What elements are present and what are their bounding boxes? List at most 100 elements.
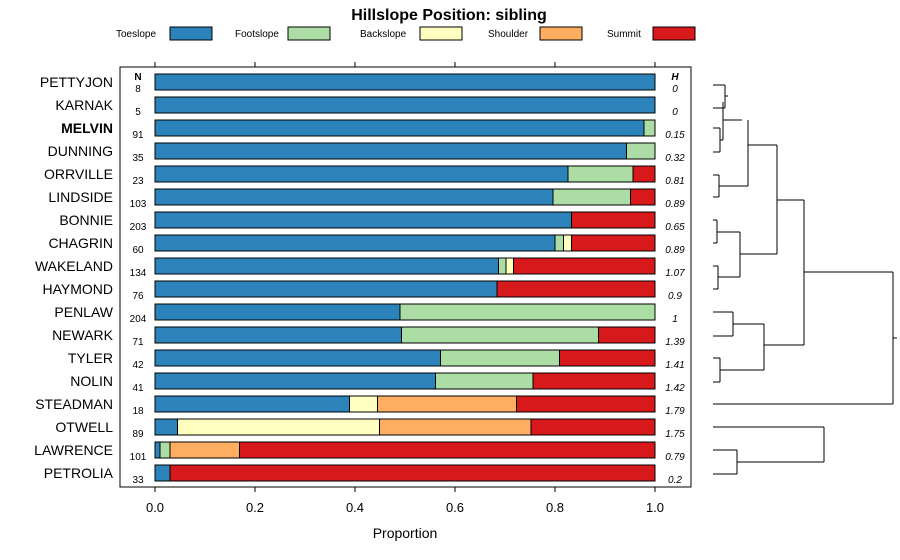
h-column-header: H [671, 72, 679, 83]
bar-segment-shoulder [169, 441, 240, 459]
bar-segment-summit [513, 257, 656, 275]
row-label: DUNNING [48, 143, 113, 159]
dendrogram-branch [739, 232, 777, 277]
legend: Toeslope Footslope Backslope Shoulder Summit [116, 26, 696, 41]
legend-swatch-toeslope [169, 26, 213, 41]
row-h-value: 0.2 [668, 475, 682, 486]
row-label: KARNAK [55, 97, 113, 113]
dendrogram-branch [713, 426, 825, 462]
dendrogram-branch [892, 272, 897, 404]
bar-row: LINDSIDE 103 0.89 [48, 188, 685, 210]
row-n-value: 71 [132, 337, 144, 348]
row-label: LAWRENCE [34, 442, 113, 458]
row-label: BONNIE [59, 212, 113, 228]
row-n-value: 5 [135, 107, 141, 118]
bar-row: PETROLIA 33 0.2 [44, 464, 682, 486]
bar-segment-toeslope [154, 326, 402, 344]
row-label: STEADMAN [35, 396, 113, 412]
bar-rows: PETTYJON 8 0 KARNAK 5 0 MELVIN 91 0.15 DUNNING 35 0… [34, 73, 685, 486]
bar-row: KARNAK 5 0 [55, 96, 678, 118]
row-h-value: 1.07 [665, 268, 685, 279]
legend-swatch-shoulder [539, 26, 583, 41]
bar-segment-shoulder [377, 395, 517, 413]
bar-segment-summit [169, 464, 656, 482]
bar-segment-toeslope [154, 280, 498, 298]
dendrogram [713, 84, 897, 475]
row-h-value: 0 [672, 84, 678, 95]
bar-row: DUNNING 35 0.32 [48, 142, 685, 164]
row-h-value: 0.79 [665, 452, 685, 463]
dendrogram-branch [713, 219, 740, 244]
row-n-value: 23 [132, 176, 144, 187]
bar-segment-toeslope [154, 441, 161, 459]
bar-segment-toeslope [154, 211, 572, 229]
bar-segment-summit [532, 372, 656, 390]
x-axis-label: Proportion [373, 525, 438, 541]
bar-row: MELVIN 91 0.15 [61, 119, 685, 141]
bar-segment-footslope [626, 142, 656, 160]
bar-row: CHAGRIN 60 0.89 [48, 234, 685, 256]
bar-segment-toeslope [154, 303, 401, 321]
x-tick-label: 0.8 [546, 500, 564, 515]
bar-row: STEADMAN 18 1.79 [35, 395, 685, 417]
dendrogram-branch [713, 84, 728, 109]
row-h-value: 0.32 [665, 153, 685, 164]
row-h-value: 1.75 [665, 429, 685, 440]
row-n-value: 204 [130, 314, 147, 325]
row-h-value: 0 [672, 107, 678, 118]
legend-label-backslope: Backslope [360, 29, 407, 40]
bar-segment-toeslope [154, 142, 627, 160]
bar-segment-footslope [552, 188, 631, 206]
bar-segment-toeslope [154, 395, 350, 413]
dendrogram-branch [722, 102, 742, 140]
dendrogram-branch [747, 120, 777, 186]
bar-segment-toeslope [154, 349, 441, 367]
bar-segment-backslope [177, 418, 380, 436]
bar-row: ORRVILLE 23 0.81 [44, 165, 685, 187]
row-label: NEWARK [52, 327, 114, 343]
bar-segment-toeslope [154, 119, 645, 137]
bar-row: NOLIN 41 1.42 [70, 372, 685, 394]
x-tick-label: 0.2 [246, 500, 264, 515]
row-n-value: 76 [132, 291, 144, 302]
bar-row: HAYMOND 76 0.9 [42, 280, 682, 302]
row-n-value: 89 [132, 429, 144, 440]
row-label: LINDSIDE [48, 189, 113, 205]
bar-segment-footslope [643, 119, 656, 137]
bar-segment-summit [559, 349, 656, 367]
bar-row: PENLAW 204 1 [54, 303, 678, 325]
bar-segment-footslope [440, 349, 560, 367]
dendrogram-branch [803, 200, 893, 345]
bar-segment-toeslope [154, 257, 499, 275]
bar-row: NEWARK 71 1.39 [52, 326, 685, 348]
row-label: PETTYJON [40, 74, 113, 90]
row-n-value: 33 [132, 475, 144, 486]
row-n-value: 134 [130, 268, 147, 279]
bar-row: LAWRENCE 101 0.79 [34, 441, 685, 463]
bar-segment-toeslope [154, 418, 178, 436]
row-n-value: 101 [130, 452, 147, 463]
bar-segment-summit [530, 418, 656, 436]
bar-segment-summit [632, 165, 656, 183]
row-label: MELVIN [61, 120, 113, 136]
legend-label-summit: Summit [607, 29, 641, 40]
bar-segment-summit [598, 326, 656, 344]
row-n-value: 203 [130, 222, 147, 233]
row-h-value: 0.89 [665, 199, 685, 210]
dendrogram-branch [713, 174, 748, 198]
bar-segment-summit [239, 441, 656, 459]
bar-segment-backslope [563, 234, 572, 252]
row-label: PETROLIA [44, 465, 114, 481]
dendrogram-branch [713, 127, 723, 153]
row-h-value: 1.39 [665, 337, 685, 348]
bar-segment-summit [571, 234, 656, 252]
row-h-value: 1.42 [665, 383, 685, 394]
legend-label-toeslope: Toeslope [116, 29, 156, 40]
dendrogram-branch [713, 357, 764, 383]
bar-segment-summit [630, 188, 656, 206]
bar-segment-footslope [401, 326, 599, 344]
row-n-value: 60 [132, 245, 144, 256]
row-h-value: 0.65 [665, 222, 685, 233]
legend-label-footslope: Footslope [235, 29, 279, 40]
